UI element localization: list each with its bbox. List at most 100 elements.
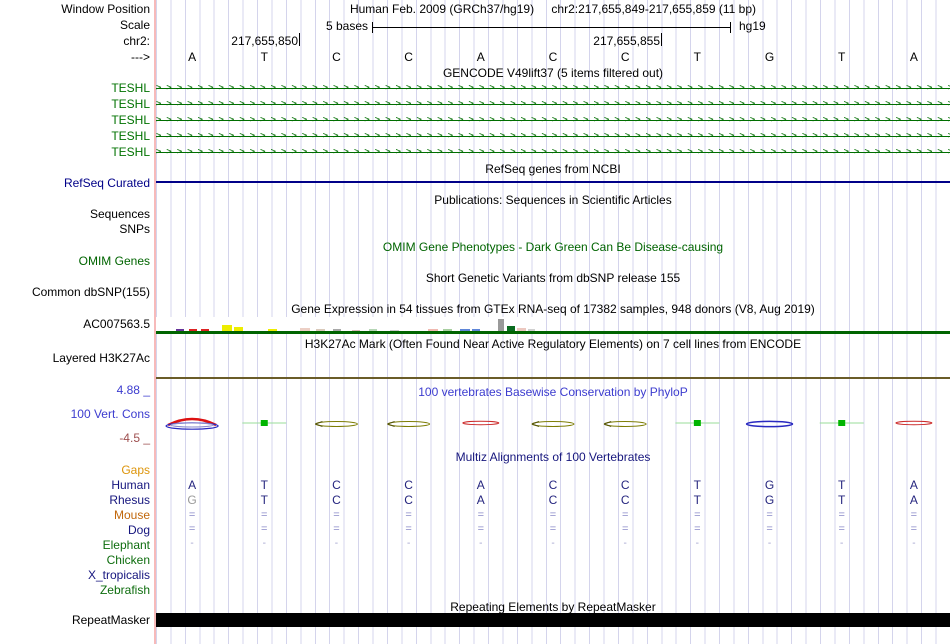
align-mouse-10: = bbox=[910, 509, 918, 521]
label-chicken[interactable]: Chicken bbox=[106, 553, 150, 567]
label-separator-line bbox=[154, 0, 156, 644]
align-rhesus-9: T bbox=[838, 493, 846, 507]
gtex-bar-16[interactable] bbox=[498, 319, 504, 331]
label-x-tropicalis[interactable]: X_tropicalis bbox=[87, 568, 150, 582]
gtex-bar-12[interactable] bbox=[428, 329, 438, 331]
label-repeatmasker[interactable]: RepeatMasker bbox=[71, 613, 150, 627]
align-dog-8: = bbox=[766, 523, 773, 535]
label-zebrafish[interactable]: Zebrafish bbox=[99, 583, 150, 597]
align-elephant-6: - bbox=[623, 538, 627, 549]
align-elephant-1: - bbox=[262, 538, 266, 549]
ruler-base-5: C bbox=[548, 50, 558, 64]
teshl-gene-row-5[interactable]: >>>>>>>>>>>>>>>>>>>>>>>>>>>>>>>>>>>>>>>>… bbox=[156, 147, 950, 158]
gtex-bar-11[interactable] bbox=[390, 330, 399, 331]
ruler-base-1: T bbox=[260, 50, 268, 64]
refseq-curated-line[interactable] bbox=[156, 181, 950, 183]
gtex-bar-14[interactable] bbox=[460, 329, 470, 331]
align-human-3: C bbox=[404, 478, 413, 492]
teshl-gene-row-4[interactable]: >>>>>>>>>>>>>>>>>>>>>>>>>>>>>>>>>>>>>>>>… bbox=[156, 131, 950, 142]
align-mouse-5: = bbox=[549, 509, 557, 521]
teshl-gene-row-1[interactable]: >>>>>>>>>>>>>>>>>>>>>>>>>>>>>>>>>>>>>>>>… bbox=[156, 83, 950, 94]
align-human-0: A bbox=[188, 478, 197, 492]
align-mouse-6: = bbox=[621, 509, 629, 521]
align-human-6: C bbox=[620, 478, 630, 492]
repeatmasker-bar[interactable] bbox=[156, 613, 950, 627]
align-rhesus-6: C bbox=[620, 493, 630, 507]
align-dog-7: = bbox=[694, 523, 701, 535]
align-rhesus-3: C bbox=[404, 493, 413, 507]
ruler-base-9: T bbox=[838, 50, 846, 64]
gtex-bar-15[interactable] bbox=[472, 329, 480, 331]
label-dog[interactable]: Dog bbox=[127, 523, 150, 537]
align-rhesus-0: G bbox=[187, 493, 197, 507]
align-rhesus-8: G bbox=[764, 493, 775, 507]
label-mouse[interactable]: Mouse bbox=[113, 508, 150, 522]
gtex-bar-7[interactable] bbox=[316, 329, 325, 331]
gtex-bar-0[interactable] bbox=[176, 329, 184, 331]
gtex-bar-5[interactable] bbox=[268, 329, 277, 331]
label-snps[interactable]: SNPs bbox=[119, 222, 150, 236]
dbsnp-title: Short Genetic Variants from dbSNP releas… bbox=[425, 271, 681, 285]
label-omim-genes[interactable]: OMIM Genes bbox=[78, 254, 150, 268]
gtex-bar-6[interactable] bbox=[300, 328, 310, 331]
gtex-bar-18[interactable] bbox=[517, 328, 526, 331]
label-window-position: Window Position bbox=[61, 2, 150, 16]
teshl-gene-row-3[interactable]: >>>>>>>>>>>>>>>>>>>>>>>>>>>>>>>>>>>>>>>>… bbox=[156, 115, 950, 126]
label-teshl-3[interactable]: TESHL bbox=[111, 113, 150, 127]
label-human[interactable]: Human bbox=[111, 478, 150, 492]
label-layered-h3k27ac[interactable]: Layered H3K27Ac bbox=[52, 351, 150, 365]
ruler-tick-0 bbox=[299, 33, 300, 46]
scale-bar-right-tick bbox=[730, 22, 731, 33]
align-dog-1: = bbox=[261, 523, 268, 535]
gtex-gene-box[interactable] bbox=[156, 317, 533, 331]
scale-bar-left-tick bbox=[372, 22, 373, 33]
align-elephant-3: - bbox=[406, 538, 411, 549]
label-vert-cons[interactable]: 100 Vert. Cons bbox=[70, 407, 150, 421]
ruler-base-6: C bbox=[620, 50, 630, 64]
align-dog-6: = bbox=[621, 523, 629, 535]
h3k27ac-baseline[interactable] bbox=[156, 377, 950, 379]
label-teshl-2[interactable]: TESHL bbox=[111, 97, 150, 111]
gtex-bar-3[interactable] bbox=[222, 325, 232, 331]
label-teshl-1[interactable]: TESHL bbox=[111, 81, 150, 95]
label-rhesus[interactable]: Rhesus bbox=[109, 493, 150, 507]
ruler-base-0: A bbox=[188, 50, 197, 64]
gtex-bar-2[interactable] bbox=[201, 329, 209, 331]
align-elephant-8: - bbox=[767, 538, 772, 549]
gencode-title: GENCODE V49lift37 (5 items filtered out) bbox=[442, 66, 664, 80]
align-mouse-0: = bbox=[188, 509, 196, 521]
align-human-7: T bbox=[693, 478, 702, 492]
gtex-bar-13[interactable] bbox=[443, 329, 452, 331]
publications-title: Publications: Sequences in Scientific Ar… bbox=[434, 193, 672, 207]
gtex-bar-1[interactable] bbox=[189, 329, 197, 331]
gtex-bar-10[interactable] bbox=[369, 329, 377, 331]
align-elephant-5: - bbox=[551, 538, 555, 549]
gtex-bar-4[interactable] bbox=[234, 327, 243, 331]
label-teshl-4[interactable]: TESHL bbox=[111, 129, 150, 143]
align-dog-9: = bbox=[838, 523, 845, 535]
align-elephant-10: - bbox=[912, 538, 916, 549]
multiz-title: Multiz Alignments of 100 Vertebrates bbox=[455, 450, 651, 464]
assembly-tag: hg19 bbox=[739, 19, 766, 33]
gtex-bar-9[interactable] bbox=[352, 330, 360, 331]
label-common-dbsnp[interactable]: Common dbSNP(155) bbox=[31, 285, 150, 299]
gtex-bar-17[interactable] bbox=[507, 326, 515, 331]
teshl-gene-row-2[interactable]: >>>>>>>>>>>>>>>>>>>>>>>>>>>>>>>>>>>>>>>>… bbox=[156, 99, 950, 110]
phylop-title: 100 vertebrates Basewise Conservation by… bbox=[418, 385, 688, 399]
label-elephant[interactable]: Elephant bbox=[102, 538, 150, 552]
gtex-bar-19[interactable] bbox=[528, 329, 535, 331]
ruler-number-0: 217,655,850 bbox=[231, 34, 298, 48]
label-sequences[interactable]: Sequences bbox=[89, 207, 150, 221]
label-refseq-curated[interactable]: RefSeq Curated bbox=[63, 176, 150, 190]
align-elephant-0: - bbox=[190, 538, 194, 549]
align-dog-3: = bbox=[405, 523, 412, 535]
label-strand: ---> bbox=[131, 50, 150, 64]
label-ac007563-5[interactable]: AC007563.5 bbox=[83, 317, 150, 331]
gtex-track-line[interactable] bbox=[156, 331, 950, 334]
label-gaps[interactable]: Gaps bbox=[121, 463, 150, 477]
gtex-bar-8[interactable] bbox=[333, 329, 341, 331]
h3k27ac-title: H3K27Ac Mark (Often Found Near Active Re… bbox=[304, 337, 802, 351]
align-dog-4: = bbox=[477, 523, 485, 535]
phylop-conservation-plot[interactable] bbox=[156, 412, 950, 438]
label-teshl-5[interactable]: TESHL bbox=[111, 145, 150, 159]
